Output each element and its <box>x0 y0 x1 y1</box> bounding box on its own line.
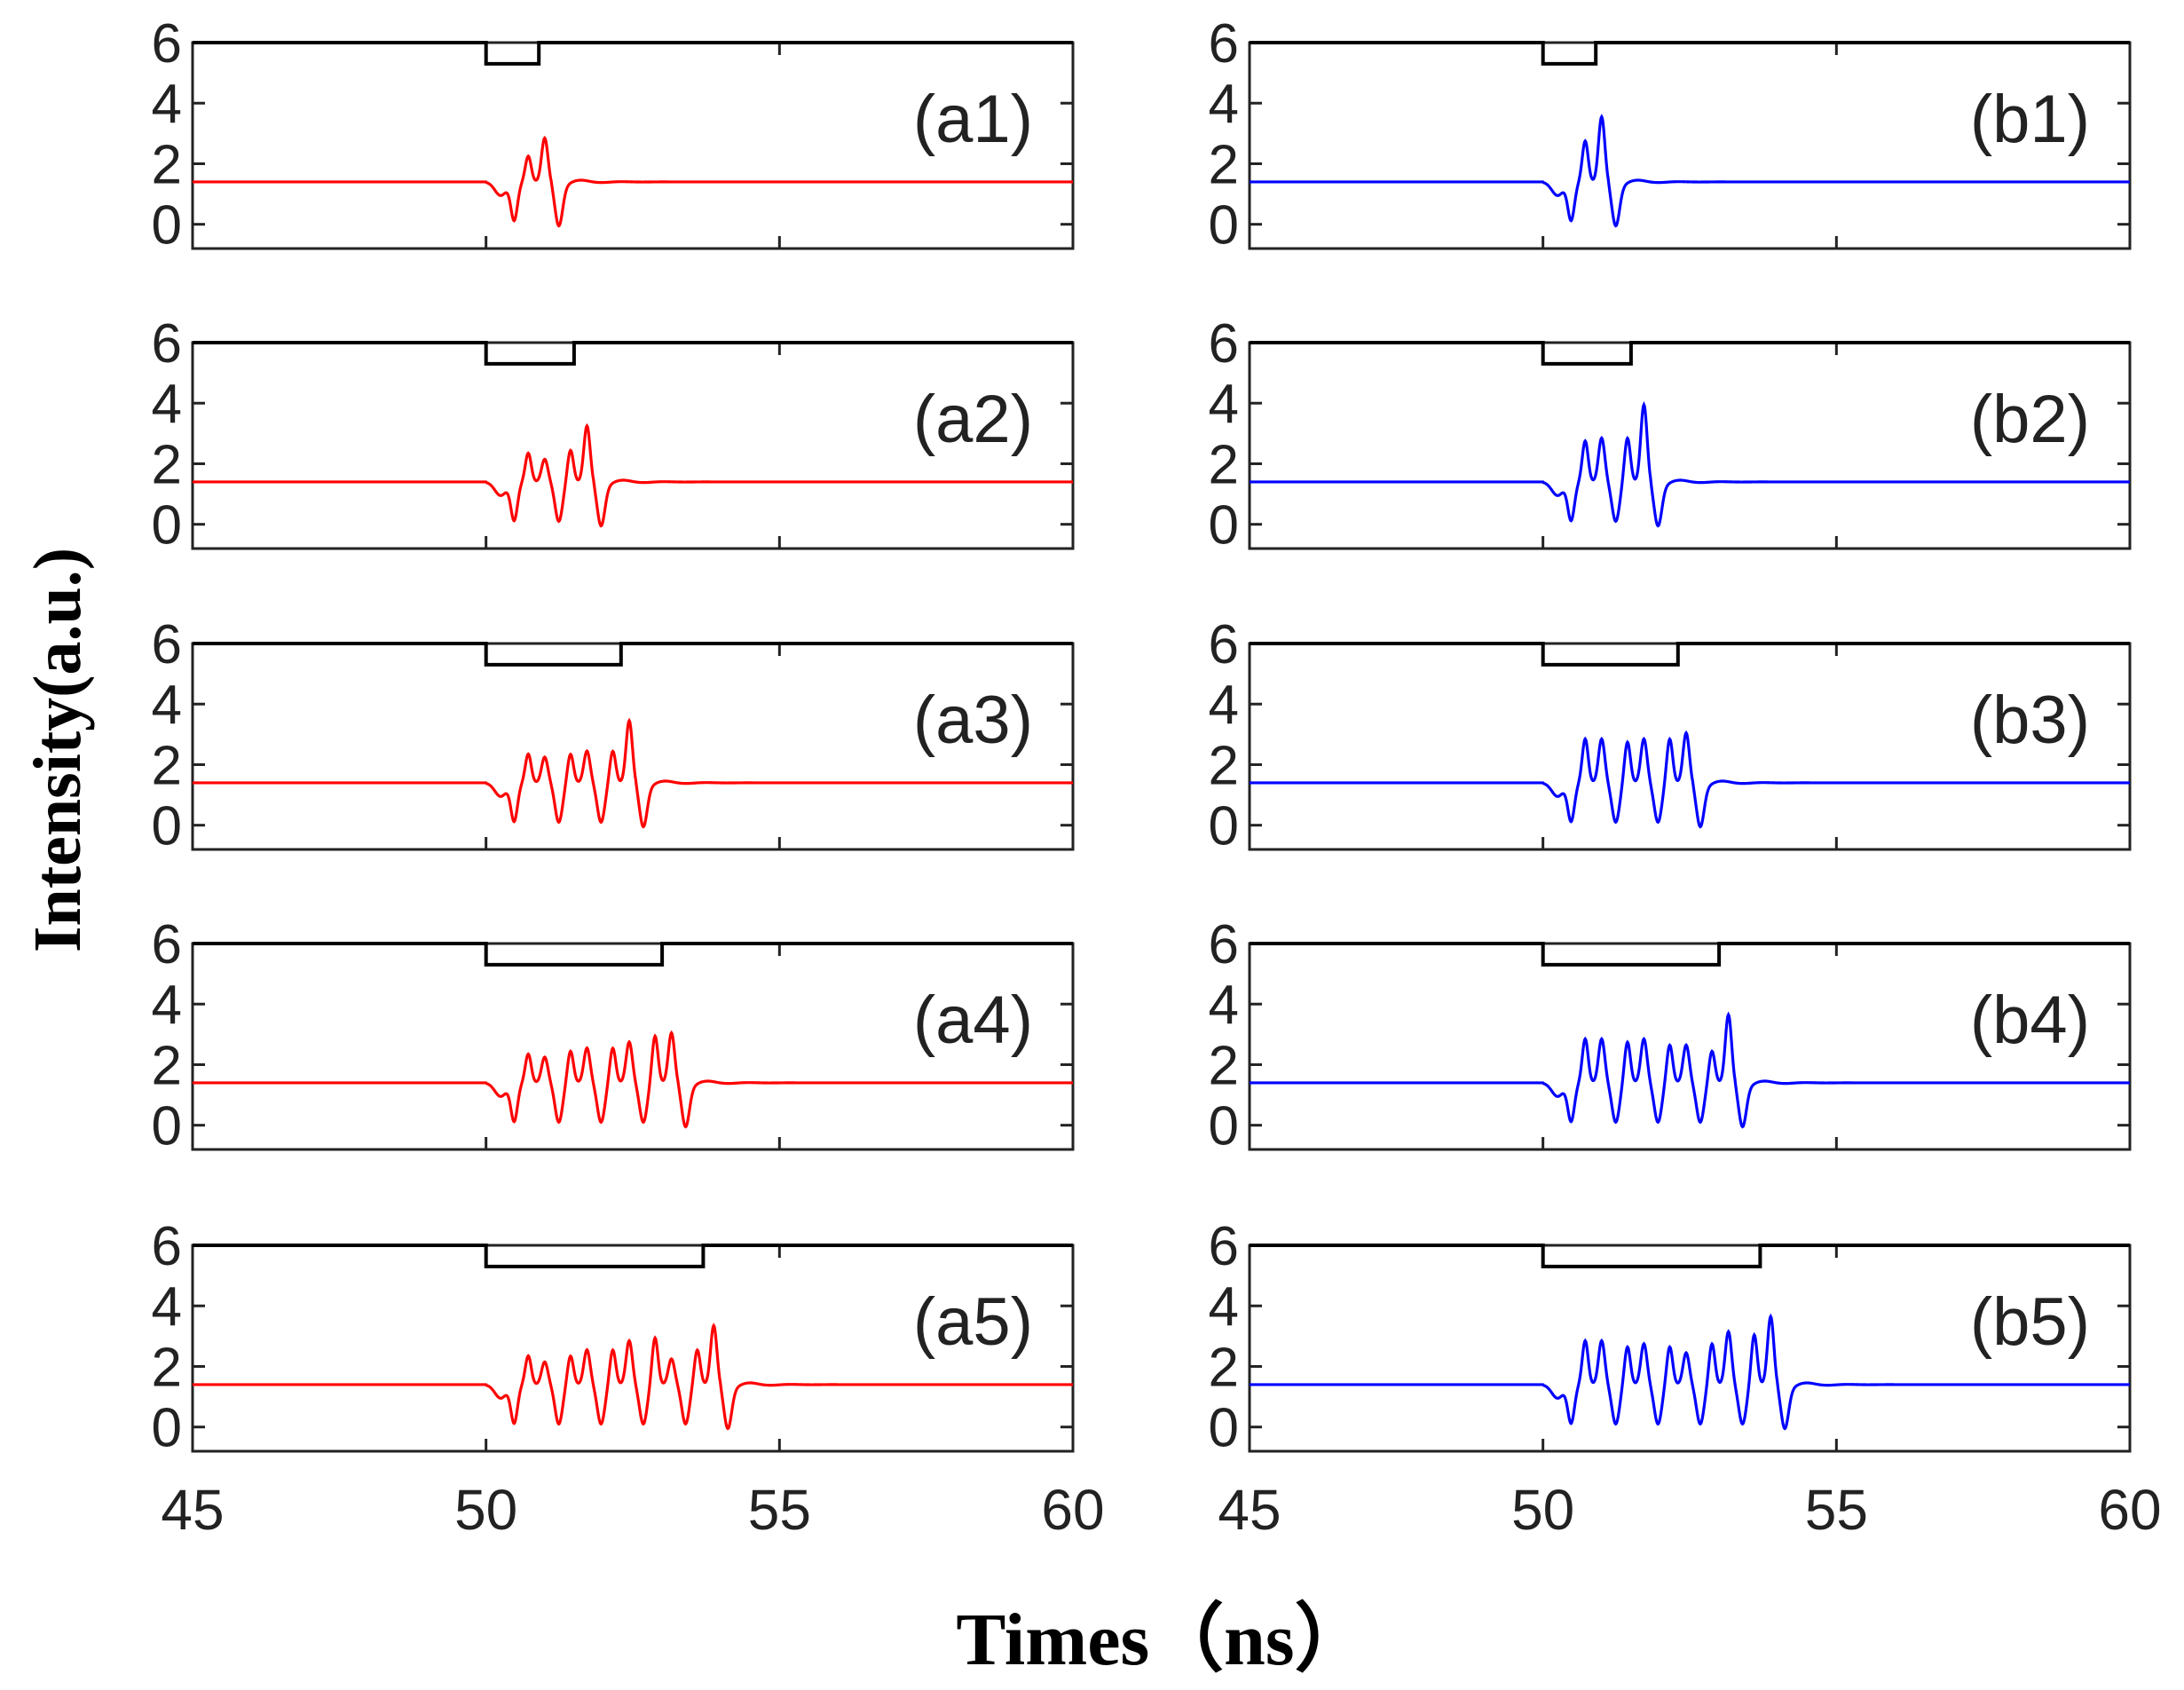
y-tick-label: 2 <box>1209 1035 1239 1096</box>
intensity-trace-b <box>1250 730 2130 829</box>
y-tick-label: 4 <box>1209 1276 1239 1338</box>
y-tick-label: 6 <box>152 1216 182 1277</box>
y-tick-label: 0 <box>152 1398 182 1459</box>
x-tick-label: 60 <box>1041 1478 1104 1542</box>
y-tick-label: 2 <box>1209 134 1239 195</box>
x-tick-label: 45 <box>161 1478 224 1542</box>
plot-frame <box>191 942 1075 1151</box>
y-tick-label: 6 <box>152 614 182 675</box>
panel-label: (b5) <box>1970 1284 2090 1360</box>
y-tick-label: 2 <box>152 735 182 796</box>
panel-label: (a2) <box>913 382 1033 457</box>
y-tick-label: 6 <box>1209 614 1239 675</box>
reference-pulse-line <box>1250 1244 2130 1268</box>
intensity-trace-a <box>193 1323 1073 1431</box>
y-tick-label: 4 <box>152 1276 182 1338</box>
y-tick-label: 6 <box>1209 13 1239 75</box>
x-tick-label: 60 <box>2098 1478 2161 1542</box>
y-tick-label: 4 <box>152 374 182 435</box>
intensity-trace-b <box>1250 400 2130 528</box>
intensity-trace-b <box>1250 1011 2130 1129</box>
panel-label: (b3) <box>1970 683 2090 758</box>
y-tick-label: 4 <box>152 74 182 135</box>
reference-pulse-line <box>193 41 1073 66</box>
y-tick-label: 2 <box>152 1035 182 1096</box>
x-tick-label: 45 <box>1218 1478 1281 1542</box>
y-axis-label: Intensity(a.u.) <box>20 548 95 952</box>
y-tick-label: 2 <box>152 1337 182 1398</box>
y-tick-label: 4 <box>152 975 182 1036</box>
x-axis-label: Times（ns） <box>956 1599 1368 1681</box>
y-tick-label: 2 <box>1209 1337 1239 1398</box>
panel-label: (b1) <box>1970 82 2090 157</box>
y-tick-label: 2 <box>152 134 182 195</box>
intensity-trace-b <box>1250 1313 2130 1431</box>
y-tick-label: 0 <box>1209 1398 1239 1459</box>
y-tick-label: 6 <box>1209 1216 1239 1277</box>
y-tick-label: 2 <box>152 434 182 495</box>
intensity-trace-a <box>193 717 1073 829</box>
x-tick-label: 55 <box>748 1478 811 1542</box>
panel-label: (b2) <box>1970 382 2090 457</box>
y-tick-label: 2 <box>1209 735 1239 796</box>
y-tick-label: 0 <box>1209 195 1239 257</box>
reference-pulse-line <box>193 642 1073 667</box>
y-tick-label: 0 <box>1209 495 1239 557</box>
y-tick-label: 6 <box>1209 914 1239 975</box>
y-tick-label: 4 <box>152 675 182 736</box>
y-tick-label: 4 <box>1209 975 1239 1036</box>
y-tick-label: 6 <box>1209 313 1239 375</box>
y-tick-label: 4 <box>1209 374 1239 435</box>
plot-frame <box>191 1244 1075 1453</box>
reference-pulse-line <box>1250 642 2130 667</box>
reference-pulse-line <box>193 341 1073 366</box>
reference-pulse-line <box>1250 942 2130 967</box>
reference-pulse-line <box>1250 341 2130 366</box>
panel-label: (a3) <box>913 683 1033 758</box>
y-tick-label: 4 <box>1209 675 1239 736</box>
plot-frame <box>1248 942 2132 1151</box>
y-tick-label: 0 <box>1209 1096 1239 1157</box>
reference-pulse-line <box>1250 41 2130 66</box>
y-tick-label: 0 <box>152 495 182 557</box>
y-tick-label: 0 <box>152 796 182 857</box>
reference-pulse-line <box>193 1244 1073 1268</box>
y-tick-label: 0 <box>152 1096 182 1157</box>
x-tick-label: 50 <box>1511 1478 1574 1542</box>
y-tick-label: 4 <box>1209 74 1239 135</box>
y-tick-label: 6 <box>152 914 182 975</box>
panel-label: (a5) <box>913 1284 1033 1360</box>
x-tick-label: 50 <box>454 1478 517 1542</box>
panel-label: (a4) <box>913 983 1033 1058</box>
y-tick-label: 0 <box>1209 796 1239 857</box>
intensity-trace-b <box>1250 114 2130 228</box>
y-tick-label: 6 <box>152 13 182 75</box>
y-tick-label: 0 <box>152 195 182 257</box>
intensity-trace-a <box>193 1030 1073 1129</box>
reference-pulse-line <box>193 942 1073 967</box>
panel-label: (b4) <box>1970 983 2090 1058</box>
y-tick-label: 2 <box>1209 434 1239 495</box>
intensity-trace-a <box>193 135 1073 228</box>
panel-label: (a1) <box>913 82 1033 157</box>
plot-frame <box>1248 1244 2132 1453</box>
y-tick-label: 6 <box>152 313 182 375</box>
intensity-trace-a <box>193 422 1073 528</box>
x-tick-label: 55 <box>1805 1478 1868 1542</box>
